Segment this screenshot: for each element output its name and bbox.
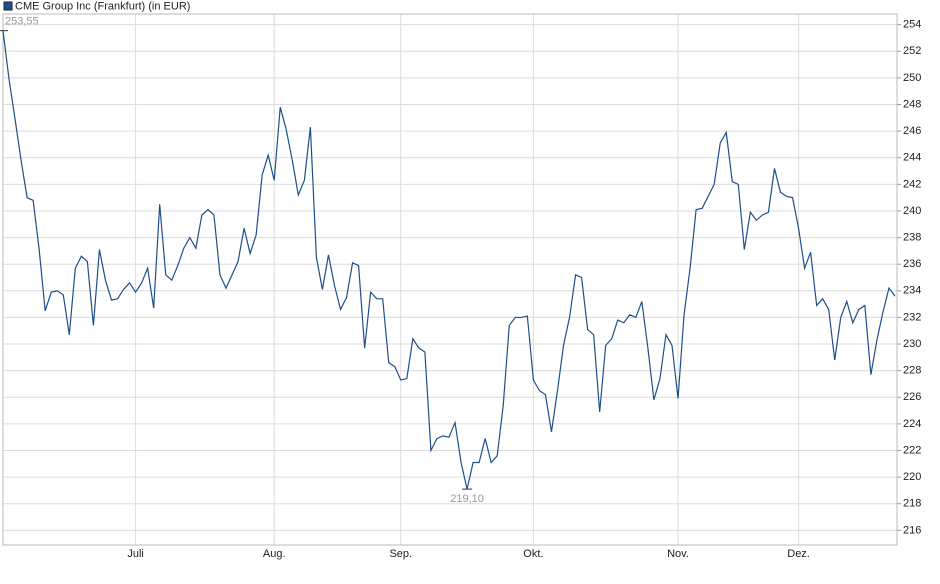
- price-line: [2, 30, 896, 490]
- y-tick-label: 226: [903, 391, 921, 403]
- y-tick-label: 242: [903, 178, 921, 190]
- y-tick-label: 220: [903, 471, 921, 483]
- y-tick-label: 252: [903, 45, 921, 57]
- y-tick-label: 228: [903, 365, 921, 377]
- plot-frame: [2, 13, 898, 546]
- x-tick-label: Nov.: [667, 548, 689, 560]
- y-tick-label: 246: [903, 125, 921, 137]
- value-label: 253,55: [5, 16, 39, 28]
- y-tick-label: 248: [903, 98, 921, 110]
- value-label: 219,10: [450, 493, 484, 505]
- x-tick-label: Dez.: [787, 548, 810, 560]
- x-tick-label: Okt.: [523, 548, 543, 560]
- y-tick-label: 230: [903, 338, 921, 350]
- y-tick-label: 236: [903, 258, 921, 270]
- y-tick-label: 238: [903, 231, 921, 243]
- y-tick-label: 218: [903, 498, 921, 510]
- x-tick-label: Aug.: [263, 548, 286, 560]
- legend-swatch: [3, 1, 13, 11]
- x-tick-label: Juli: [127, 548, 144, 560]
- y-tick-label: 224: [903, 418, 921, 430]
- y-tick-label: 240: [903, 205, 921, 217]
- y-tick-label: 250: [903, 72, 921, 84]
- y-tick-label: 234: [903, 285, 921, 297]
- y-tick-label: 254: [903, 19, 921, 31]
- y-tick-label: 244: [903, 152, 921, 164]
- y-tick-label: 232: [903, 311, 921, 323]
- y-tick-label: 216: [903, 524, 921, 536]
- legend-label: CME Group Inc (Frankfurt) (in EUR): [15, 0, 190, 12]
- x-tick-label: Sep.: [389, 548, 412, 560]
- y-tick-label: 222: [903, 444, 921, 456]
